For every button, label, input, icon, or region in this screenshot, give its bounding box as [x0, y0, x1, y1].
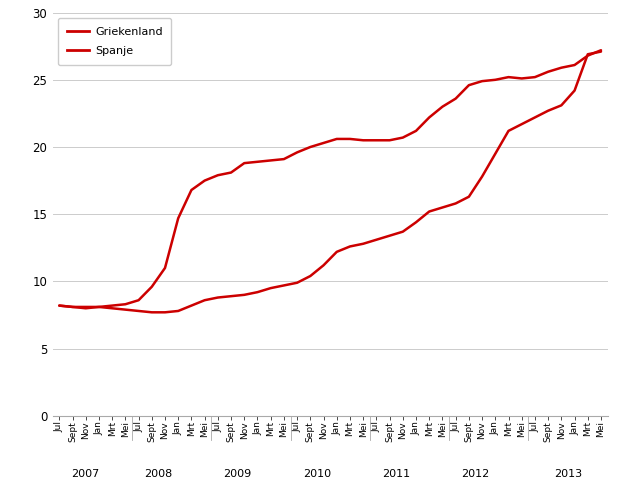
- Legend: Griekenland, Spanje: Griekenland, Spanje: [58, 18, 172, 65]
- Text: 2011: 2011: [382, 469, 410, 479]
- Text: 2009: 2009: [224, 469, 252, 479]
- Text: 2008: 2008: [144, 469, 172, 479]
- Text: 2010: 2010: [303, 469, 331, 479]
- Text: 2013: 2013: [554, 469, 582, 479]
- Text: 2007: 2007: [71, 469, 100, 479]
- Text: 2012: 2012: [461, 469, 490, 479]
